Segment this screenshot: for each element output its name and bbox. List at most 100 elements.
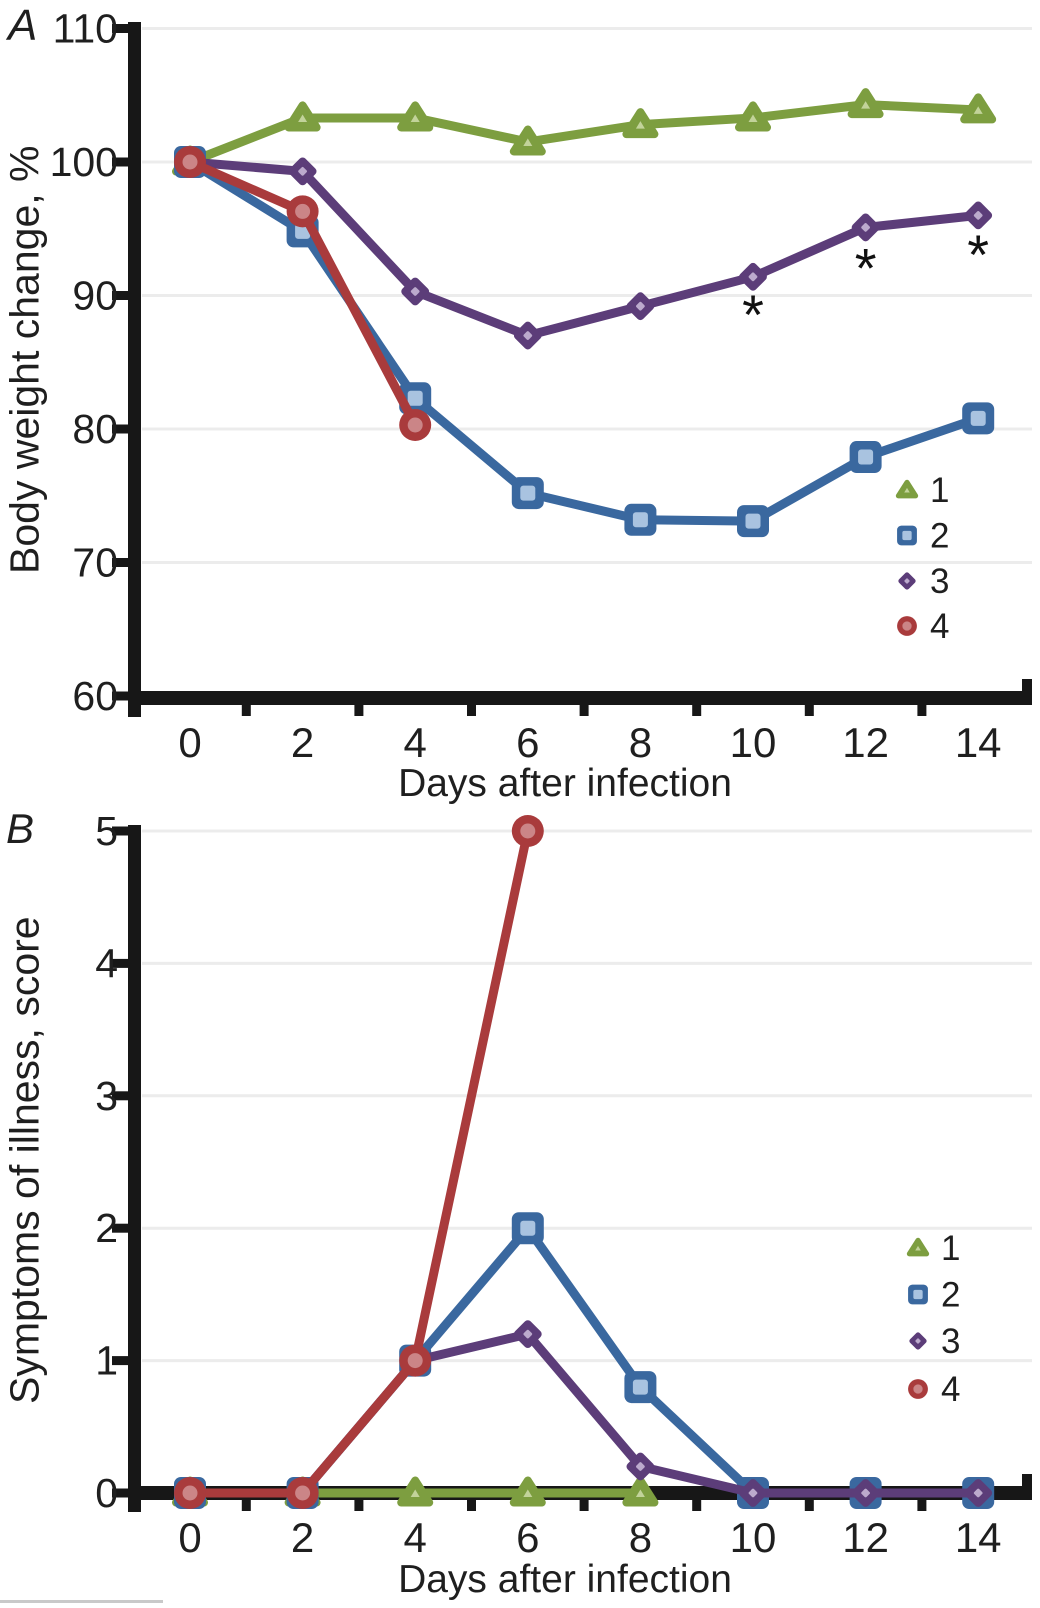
x-tick-day-1 (241, 705, 251, 716)
x-tick-day-1 (241, 1500, 251, 1511)
legend-circle-icon (908, 1379, 928, 1399)
y-tick-3 (112, 1091, 128, 1101)
x-tick-day-11 (804, 705, 814, 716)
x-tick-day-5 (467, 705, 476, 716)
series-4-point-day-6 (511, 815, 544, 847)
y-tick-0 (112, 1488, 128, 1498)
series-1-point-day-2 (284, 101, 321, 132)
legend-item-1: 1 (906, 1229, 960, 1268)
panel-a-significance-asterisk-2: * (967, 223, 989, 286)
x-tick-day-9 (692, 1500, 702, 1511)
legend-square-icon (908, 1284, 928, 1305)
series-3-line (185, 1329, 983, 1498)
legend-item-label: 4 (930, 607, 949, 646)
series-1-point-day-12 (847, 88, 884, 119)
panel-a-gridlines (142, 27, 1032, 564)
panel-b-ytick-label-0: 0 (95, 1470, 118, 1516)
panel-a-ytick-label-90: 90 (72, 273, 118, 319)
legend-item-label: 4 (941, 1370, 960, 1409)
y-tick-90 (112, 291, 128, 300)
legend-item-3: 3 (909, 1322, 960, 1361)
x-tick-day-7 (579, 705, 589, 716)
panel-a-label: A (8, 1, 38, 50)
legend-item-label: 3 (930, 562, 949, 601)
y-tick-2 (112, 1223, 128, 1233)
legend-item-label: 2 (930, 517, 949, 556)
x-axis-left-cap (128, 1500, 141, 1512)
panel-a-xtick-label-0: 0 (178, 719, 201, 766)
series-2-point-day-8 (624, 503, 657, 536)
legend-item-4: 4 (908, 1370, 960, 1409)
series-4-point-day-0 (174, 1477, 206, 1509)
y-tick-60 (112, 691, 128, 701)
legend-item-2: 2 (897, 517, 949, 556)
series-4-point-day-0 (174, 146, 206, 178)
series-4-line (185, 826, 533, 1498)
y-tick-100 (112, 157, 128, 167)
panel-a-ytick-label-100: 100 (50, 139, 118, 185)
series-2-point-day-10 (737, 505, 769, 538)
series-1-point-day-10 (735, 101, 771, 132)
legend-item-2: 2 (908, 1276, 960, 1315)
panel-b-ytick-label-3: 3 (95, 1073, 118, 1119)
legend-item-label: 2 (941, 1276, 960, 1315)
panel-a-series-4 (174, 146, 432, 441)
legend-item-label: 3 (941, 1322, 960, 1361)
legend-item-label: 1 (941, 1229, 960, 1268)
panel-b-label: B (6, 805, 35, 852)
series-2-point-day-6 (511, 1212, 544, 1245)
series-1-point-day-4 (397, 101, 434, 132)
y-tick-80 (112, 424, 128, 434)
panel-b-ytick-label-5: 5 (95, 808, 118, 854)
y-tick-1 (112, 1356, 128, 1366)
x-axis-right-cap (1022, 1474, 1032, 1486)
legend-square-icon (897, 525, 917, 546)
panel-b-y-axis-title: Symptoms of illness, score (1, 916, 48, 1404)
legend-item-4: 4 (897, 607, 949, 646)
series-3-point-day-6 (513, 1320, 542, 1349)
panel-a-series-1 (172, 88, 997, 176)
series-1-point-day-8 (622, 108, 659, 139)
x-axis-right-cap (1022, 679, 1032, 691)
x-tick-day-3 (354, 705, 364, 716)
panel-b-series-4 (174, 815, 544, 1509)
x-tick-day-13 (917, 705, 927, 716)
panel-b-legend: 1 2 3 4 (906, 1229, 960, 1409)
legend-diamond-icon (898, 572, 916, 590)
series-2-point-day-14 (962, 402, 995, 435)
y-tick-110 (112, 24, 128, 33)
panel-a-y-axis-title: Body weight change, % (1, 145, 48, 575)
series-4-point-day-4 (399, 1344, 432, 1377)
panel-a-xtick-label-8: 8 (629, 719, 652, 766)
legend-triangle-icon (906, 1237, 930, 1257)
panel-a-ytick-label-80: 80 (72, 406, 118, 452)
x-axis-line (128, 691, 1032, 705)
x-tick-day-11 (804, 1500, 814, 1511)
series-4-point-day-2 (286, 1477, 319, 1509)
caption-stub-line (0, 1600, 163, 1603)
panel-a-xtick-label-12: 12 (842, 719, 889, 766)
panel-b-ytick-label-4: 4 (95, 940, 118, 986)
y-tick-5 (112, 826, 128, 836)
series-3-point-day-14 (964, 201, 993, 230)
panel-a-xtick-label-2: 2 (291, 719, 314, 766)
series-3-point-day-10 (739, 262, 767, 291)
legend-item-label: 1 (930, 471, 949, 510)
series-2-point-day-12 (849, 441, 882, 474)
panel-b-xtick-label-12: 12 (842, 1514, 889, 1561)
series-3-point-day-4 (401, 277, 430, 306)
series-1-line (185, 100, 983, 167)
panel-a-ytick-label-70: 70 (72, 540, 118, 586)
series-3-line (185, 157, 983, 341)
series-1-point-day-6 (509, 125, 546, 156)
panel-b-gridlines (142, 829, 1032, 1363)
y-axis-line (128, 22, 141, 705)
panel-a-xtick-label-10: 10 (730, 719, 777, 766)
legend-circle-icon (897, 616, 917, 636)
panel-b-xtick-label-4: 4 (404, 1514, 427, 1561)
x-tick-day-9 (692, 705, 702, 716)
